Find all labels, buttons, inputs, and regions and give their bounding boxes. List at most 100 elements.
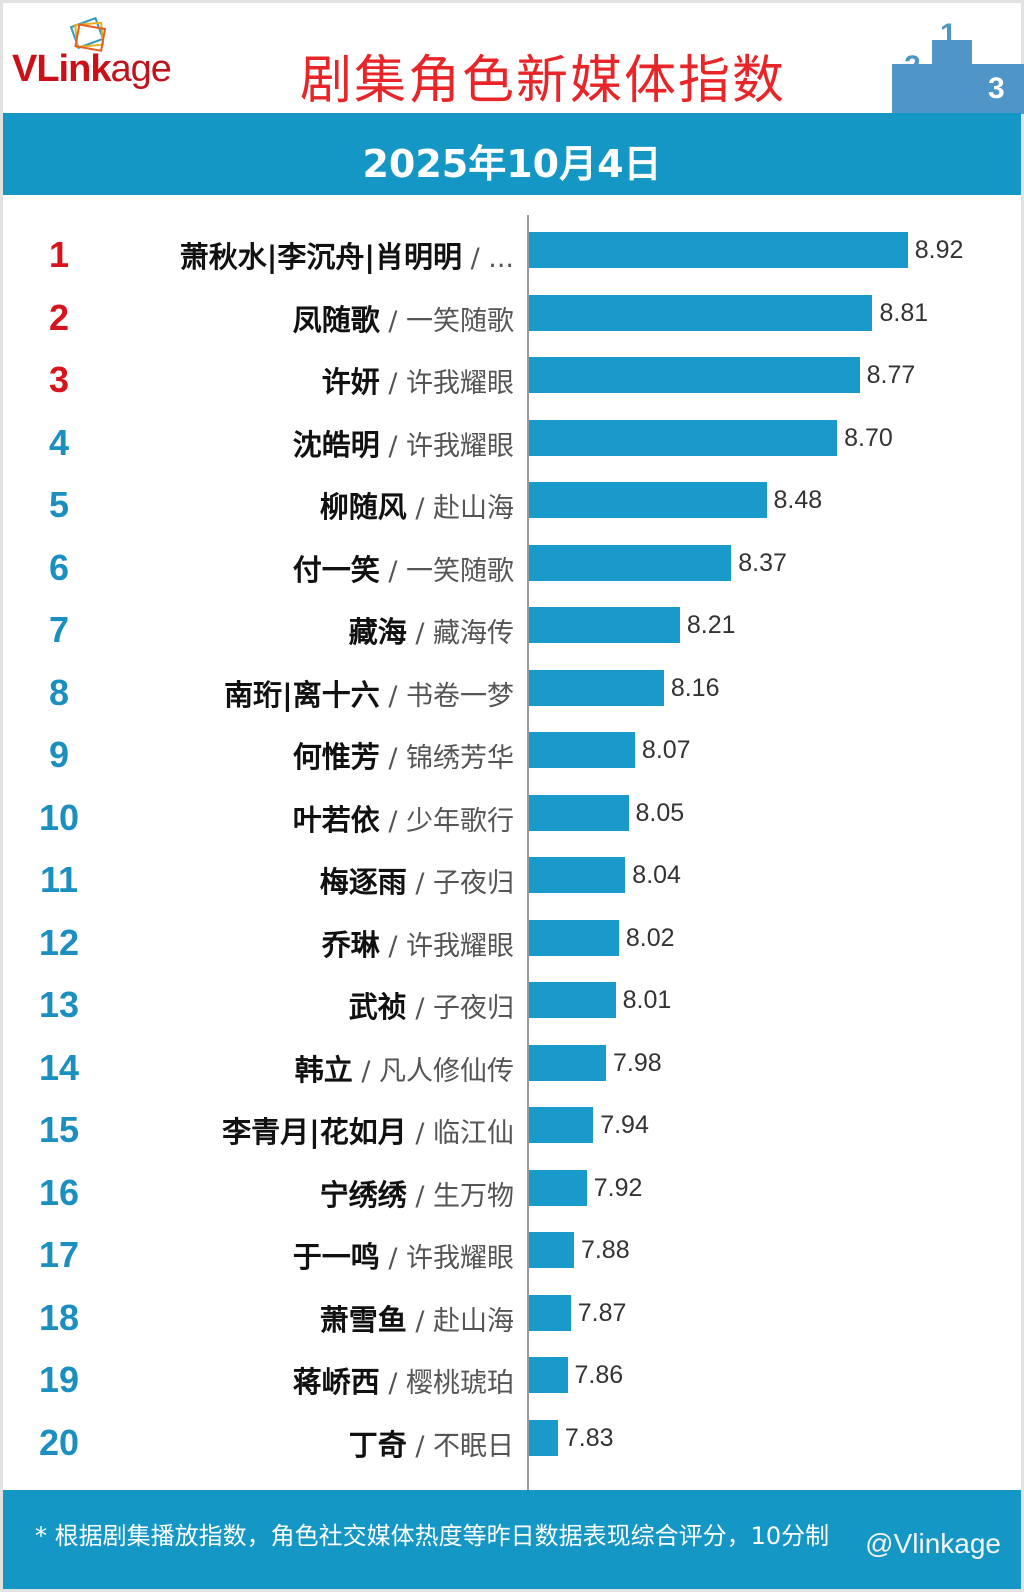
bar — [529, 1044, 607, 1081]
character-name: 沈皓明 — [292, 427, 380, 462]
rank-number: 15 — [38, 1109, 80, 1150]
footer-banner: * 根据剧集播放指数，角色社交媒体热度等昨日数据表现综合评分，10分制 @Vli… — [3, 1490, 1021, 1589]
value-label: 8.16 — [670, 673, 720, 702]
character-name: 柳随风 — [319, 490, 407, 524]
character-name: 凤随歌 — [292, 302, 380, 337]
row-label: 凤随歌 / 一笑随歌 — [293, 297, 514, 339]
separator: / — [352, 1055, 379, 1087]
value-label: 7.83 — [564, 1423, 614, 1452]
value-label: 7.94 — [600, 1111, 649, 1139]
rank-number: 4 — [48, 421, 70, 463]
bar — [529, 1357, 568, 1393]
show-title: 子夜归 — [433, 993, 514, 1024]
chart-row: 14 韩立 / 凡人修仙传 7.98 — [0, 1043, 1024, 1088]
row-label: 许妍 / 许我耀眼 — [322, 359, 514, 401]
rank-number: 20 — [38, 1421, 80, 1463]
show-title: 一笑随歌 — [406, 305, 514, 337]
row-label: 宁绣绣 / 生万物 — [320, 1172, 514, 1214]
bar — [529, 1107, 594, 1143]
chart-row: 6 付一笑 / 一笑随歌 8.37 — [0, 543, 1024, 588]
chart-row: 2 凤随歌 / 一笑随歌 8.81 — [0, 293, 1024, 338]
bar — [529, 232, 908, 268]
row-label: 乔琳 / 许我耀眼 — [322, 922, 514, 964]
show-title: 少年歌行 — [406, 805, 514, 837]
character-name: 许妍 — [321, 365, 380, 399]
rank-number: 14 — [38, 1046, 80, 1088]
show-title: 临江仙 — [433, 1118, 514, 1149]
row-label: 叶若依 / 少年歌行 — [293, 797, 514, 839]
show-title: 不眠日 — [433, 1430, 514, 1462]
bar — [529, 419, 838, 456]
row-label: 韩立 / 凡人修仙传 — [295, 1047, 514, 1089]
separator: / — [461, 243, 489, 274]
separator: / — [379, 555, 406, 587]
chart-row: 17 于一鸣 / 许我耀眼 7.88 — [0, 1230, 1024, 1275]
show-title: ... — [488, 243, 514, 274]
show-title: 锦绣芳华 — [406, 743, 514, 774]
rank-number: 5 — [48, 484, 70, 525]
character-name: 叶若依 — [292, 802, 380, 837]
bar — [529, 1294, 571, 1331]
show-title: 生万物 — [433, 1180, 514, 1212]
rank-number: 10 — [38, 796, 80, 838]
bar — [529, 1232, 574, 1268]
rank-number: 7 — [48, 609, 70, 650]
weibo-watermark: @Vlinkage — [865, 1528, 1001, 1559]
value-label: 8.81 — [879, 298, 929, 327]
chart-row: 15 李青月|花如月 / 临江仙 7.94 — [0, 1105, 1024, 1150]
separator: / — [379, 430, 406, 462]
row-label: 梅逐雨 / 子夜归 — [320, 859, 514, 901]
chart-axis — [527, 215, 529, 1491]
svg-text:3: 3 — [988, 72, 1005, 105]
rank-number: 13 — [38, 984, 80, 1025]
bar — [529, 1419, 558, 1456]
row-label: 蒋峤西 / 樱桃琥珀 — [293, 1359, 514, 1401]
rank-number: 1 — [48, 234, 70, 275]
value-label: 7.88 — [580, 1236, 630, 1264]
rank-number: 19 — [38, 1359, 80, 1400]
chart-row: 20 丁奇 / 不眠日 7.83 — [0, 1418, 1024, 1463]
value-label: 8.77 — [866, 361, 916, 389]
character-name: 付一笑 — [292, 552, 380, 587]
rank-number: 3 — [48, 359, 70, 400]
rank-number: 8 — [48, 671, 70, 713]
show-title: 藏海传 — [433, 618, 514, 649]
chart-row: 13 武祯 / 子夜归 8.01 — [0, 980, 1024, 1025]
show-title: 一笑随歌 — [406, 555, 514, 587]
character-name: 萧秋水|李沉舟|肖明明 — [179, 240, 462, 274]
separator: / — [406, 493, 433, 524]
bar — [529, 732, 635, 768]
logo-frames-icon — [69, 16, 107, 52]
character-name: 李青月|花如月 — [222, 1115, 407, 1149]
character-name: 藏海 — [348, 615, 407, 649]
value-label: 8.21 — [686, 611, 736, 639]
bar — [529, 482, 767, 518]
character-name: 蒋峤西 — [292, 1365, 380, 1399]
value-label: 7.87 — [577, 1298, 627, 1327]
character-name: 南珩|离十六 — [224, 677, 380, 712]
chart-row: 5 柳随风 / 赴山海 8.48 — [0, 480, 1024, 525]
value-label: 8.48 — [773, 486, 823, 514]
bar — [529, 794, 629, 831]
separator: / — [406, 1118, 433, 1149]
row-label: 南珩|离十六 / 书卷一梦 — [224, 672, 514, 714]
row-label: 柳随风 / 赴山海 — [320, 484, 514, 526]
rank-number: 9 — [48, 734, 70, 775]
svg-text:1: 1 — [940, 20, 957, 51]
show-title: 许我耀眼 — [406, 368, 514, 399]
value-label: 8.04 — [632, 861, 681, 889]
chart-row: 11 梅逐雨 / 子夜归 8.04 — [0, 855, 1024, 900]
show-title: 樱桃琥珀 — [406, 1368, 514, 1399]
separator: / — [406, 1305, 433, 1337]
show-title: 凡人修仙传 — [379, 1055, 514, 1087]
value-label: 8.70 — [844, 423, 893, 452]
row-label: 藏海 / 藏海传 — [349, 609, 514, 651]
row-label: 何惟芳 / 锦绣芳华 — [293, 734, 514, 776]
character-name: 丁奇 — [348, 1427, 407, 1462]
separator: / — [379, 805, 406, 837]
separator: / — [379, 680, 406, 712]
character-name: 于一鸣 — [292, 1240, 380, 1274]
bar — [529, 544, 732, 581]
character-name: 武祯 — [348, 990, 407, 1024]
